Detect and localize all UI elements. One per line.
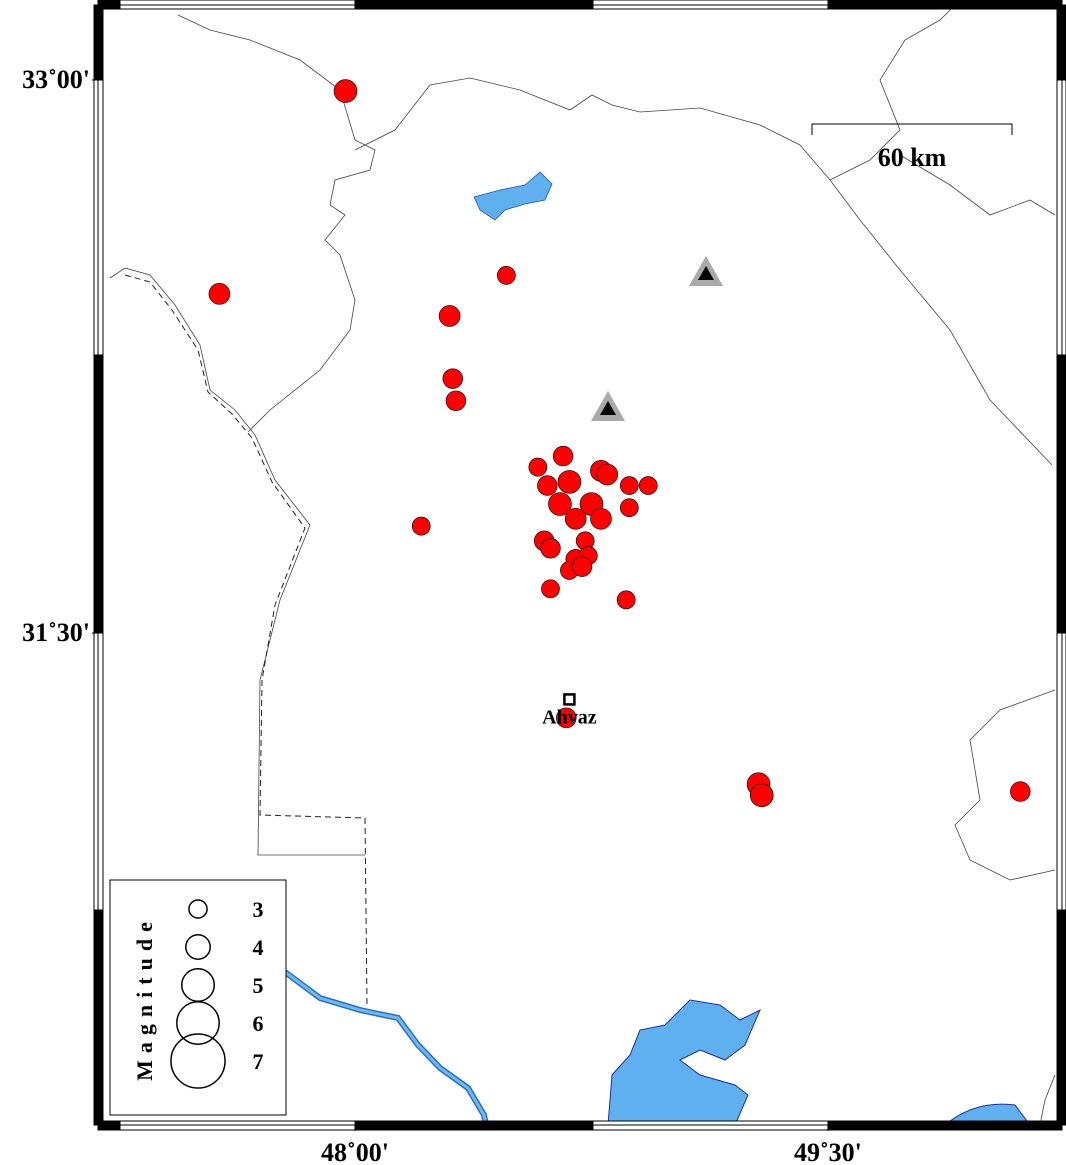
sea — [943, 1103, 1031, 1126]
earthquake — [1010, 781, 1031, 802]
earthquake — [557, 470, 582, 494]
station — [698, 266, 714, 280]
earthquake — [540, 538, 561, 559]
earthquake — [596, 463, 619, 486]
station — [600, 401, 616, 415]
earthquake — [564, 507, 587, 530]
earthquake — [556, 707, 577, 729]
border-dashed — [124, 274, 368, 1006]
earthquake — [616, 590, 636, 610]
frame-outline — [97, 4, 1063, 1126]
earthquake — [537, 475, 558, 496]
border — [1039, 1074, 1056, 1126]
earthquake — [208, 283, 231, 305]
frame: 48˚00' 49˚30' 33˚00' 31˚30' — [22, 0, 1066, 1165]
border — [177, 14, 376, 433]
earthquake — [411, 516, 431, 536]
legend-box — [109, 879, 287, 1116]
earthquake — [445, 390, 467, 411]
earthquake — [438, 305, 461, 327]
legend-label: 4 — [253, 935, 264, 960]
x-tick-label: 48˚00' — [321, 1138, 389, 1165]
border — [354, 77, 1053, 466]
earthquake — [552, 445, 574, 467]
events — [208, 79, 1031, 808]
legend-circle — [170, 1033, 226, 1089]
earthquake — [571, 556, 593, 577]
legend-label: 6 — [253, 1011, 264, 1036]
earthquake — [590, 507, 612, 530]
earthquake — [541, 579, 560, 599]
earthquake — [619, 476, 639, 495]
legend-circle — [176, 1001, 220, 1045]
y-tick-label: 33˚00' — [22, 65, 90, 94]
border — [829, 4, 956, 181]
gulf — [607, 999, 761, 1126]
scale-bar — [811, 123, 1013, 135]
legend-label: 5 — [253, 973, 264, 998]
legend-title: Magnitude — [132, 915, 157, 1081]
city-label: Ahvaz — [542, 706, 597, 728]
earthquake — [442, 368, 463, 389]
legend-label: 3 — [253, 897, 264, 922]
lake — [473, 171, 553, 221]
legend-circle — [188, 899, 208, 919]
legend-label: 7 — [253, 1049, 264, 1074]
earthquake — [333, 79, 358, 103]
city-marker — [563, 693, 576, 706]
earthquake — [528, 457, 548, 477]
earthquake — [548, 492, 572, 516]
scale-label: 60 km — [878, 143, 947, 172]
earthquake — [619, 498, 639, 518]
earthquake — [749, 783, 774, 808]
x-tick-label: 49˚30' — [794, 1138, 862, 1165]
border — [109, 267, 365, 856]
river — [284, 970, 488, 1126]
border — [954, 689, 1056, 881]
border — [899, 154, 1056, 216]
earthquake — [496, 266, 516, 285]
legend-circle — [185, 934, 211, 960]
earthquake — [638, 476, 658, 495]
y-tick-label: 31˚30' — [22, 618, 90, 647]
